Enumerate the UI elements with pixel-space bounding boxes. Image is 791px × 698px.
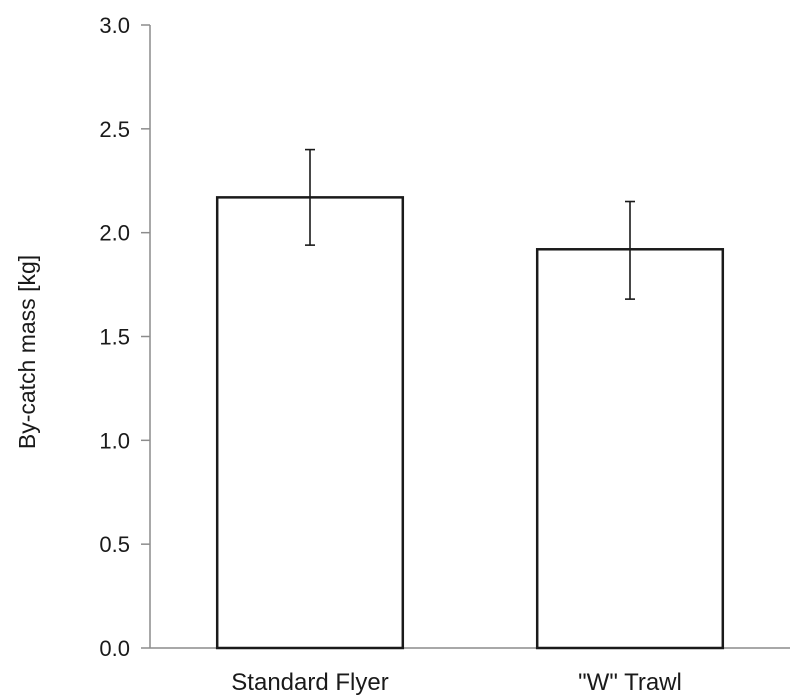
y-axis-title: By-catch mass [kg]	[14, 255, 40, 449]
y-tick-label: 2.5	[99, 117, 130, 142]
x-tick-label: Standard Flyer	[231, 669, 388, 696]
y-tick-label: 0.0	[99, 636, 130, 661]
y-tick-label: 2.0	[99, 221, 130, 246]
x-tick-labels: Standard Flyer "W" Trawl	[231, 669, 682, 696]
y-tick-label: 1.5	[99, 325, 130, 350]
bar-1	[535, 248, 725, 650]
bar-0	[215, 196, 405, 650]
bars	[215, 196, 725, 650]
y-ticks: 0.0 0.5 1.0 1.5 2.0 2.5 3.0	[99, 13, 150, 661]
y-tick-label: 3.0	[99, 13, 130, 38]
y-tick-label: 1.0	[99, 428, 130, 453]
y-axis: 0.0 0.5 1.0 1.5 2.0 2.5 3.0	[99, 13, 151, 661]
error-bars	[305, 148, 635, 300]
y-tick-label: 0.5	[99, 532, 130, 557]
x-tick-label: "W" Trawl	[578, 669, 682, 696]
x-axis: Standard Flyer "W" Trawl	[150, 647, 790, 696]
